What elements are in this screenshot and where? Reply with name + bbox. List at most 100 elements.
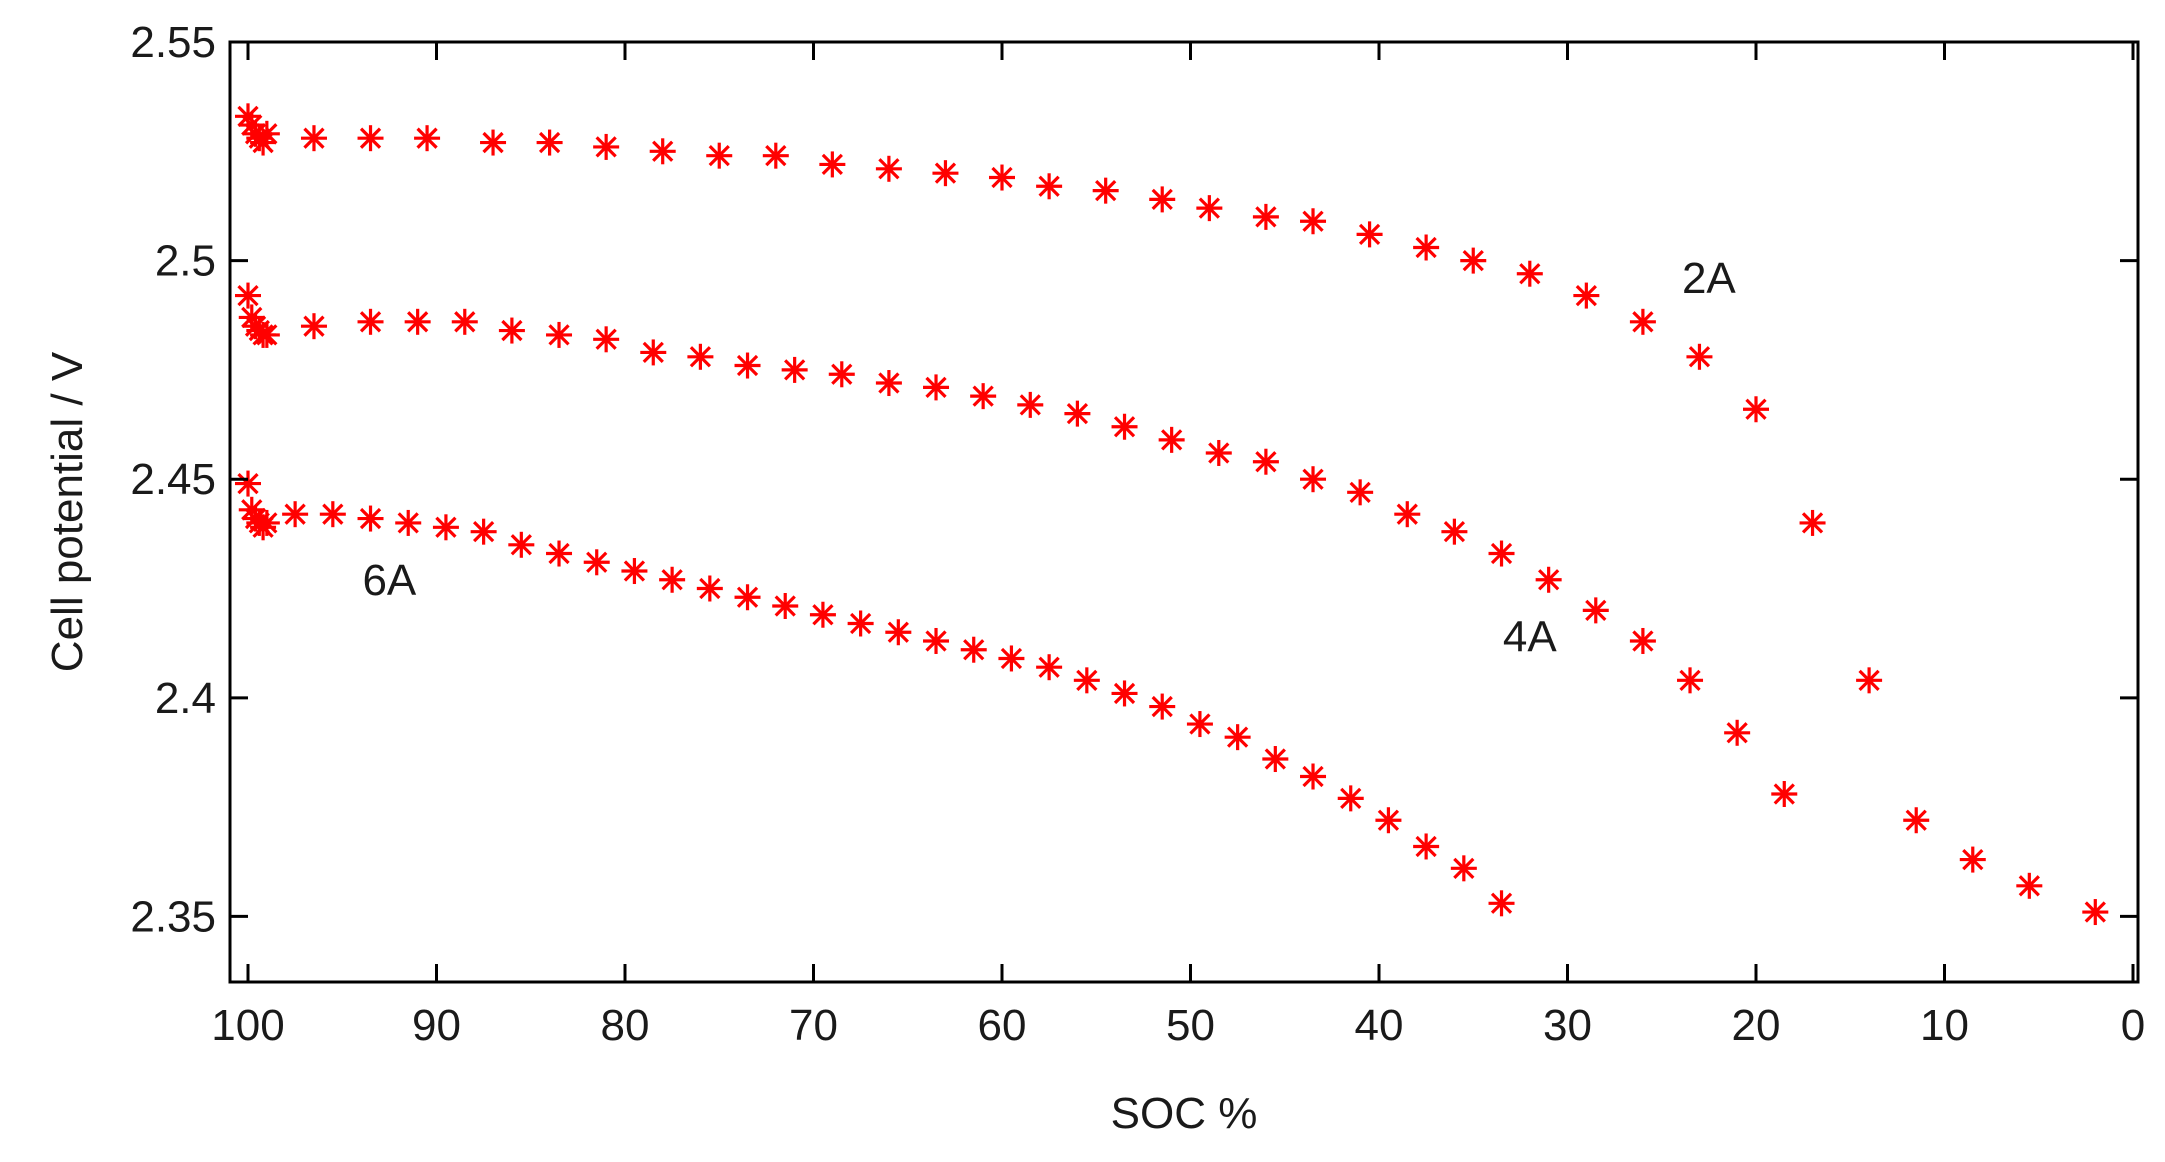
data-point — [1856, 667, 1883, 694]
data-point — [1394, 501, 1421, 528]
data-point — [300, 313, 327, 340]
y-axis: 2.35 2.4 2.45 2.5 2.55 — [130, 18, 2138, 941]
data-point — [1629, 627, 1656, 654]
data-point — [357, 125, 384, 152]
y-tick-label: 2.5 — [155, 237, 216, 286]
data-point — [1205, 439, 1232, 466]
data-point — [1300, 466, 1327, 493]
data-point — [1111, 680, 1138, 707]
data-point — [847, 610, 874, 637]
data-point — [687, 343, 714, 370]
x-tick-label: 50 — [1166, 1001, 1215, 1050]
data-point — [282, 501, 309, 528]
data-point — [1535, 566, 1562, 593]
data-point — [451, 308, 478, 335]
data-point — [536, 129, 563, 156]
x-tick-label: 80 — [601, 1001, 650, 1050]
data-point — [734, 584, 761, 611]
y-tick-label: 2.45 — [130, 455, 216, 504]
data-point — [696, 575, 723, 602]
data-point — [1413, 234, 1440, 261]
y-tick-label: 2.35 — [130, 892, 216, 941]
data-point — [235, 470, 261, 497]
data-point — [1224, 724, 1251, 751]
data-point — [1300, 208, 1327, 235]
data-point — [1799, 509, 1826, 536]
data-point — [762, 142, 789, 169]
x-axis: 100 90 80 70 60 50 40 30 20 10 0 — [211, 42, 2145, 1050]
data-point — [659, 566, 686, 593]
data-markers — [235, 103, 2109, 926]
data-point — [1149, 693, 1176, 720]
data-point — [621, 558, 648, 585]
data-point — [960, 636, 987, 663]
data-point — [253, 509, 280, 536]
data-point — [1724, 719, 1751, 746]
plot-frame — [228, 40, 2140, 984]
data-point — [546, 321, 573, 348]
data-point — [932, 160, 959, 187]
x-tick-label: 40 — [1355, 1001, 1404, 1050]
data-point — [649, 138, 676, 165]
data-point — [1347, 479, 1374, 506]
data-point — [1903, 807, 1930, 834]
data-point — [1017, 391, 1044, 418]
data-point — [235, 282, 261, 309]
data-point — [1111, 413, 1138, 440]
data-point — [1450, 855, 1477, 882]
data-point — [706, 142, 733, 169]
data-point — [734, 352, 761, 379]
data-point — [414, 125, 441, 152]
data-point — [1573, 282, 1600, 309]
data-point — [357, 308, 384, 335]
series-labels: 2A 4A 6A — [362, 254, 1736, 662]
series-2A — [235, 103, 2109, 926]
data-point — [404, 308, 431, 335]
data-point — [885, 619, 912, 646]
data-point — [989, 164, 1015, 191]
data-point — [319, 501, 346, 528]
data-point — [923, 374, 950, 401]
data-point — [480, 129, 507, 156]
data-point — [253, 120, 280, 147]
data-point — [253, 321, 280, 348]
x-tick-label: 60 — [978, 1001, 1027, 1050]
data-point — [593, 133, 620, 160]
data-point — [1629, 308, 1656, 335]
data-point — [1196, 195, 1223, 222]
data-point — [593, 326, 620, 353]
series-4A — [235, 282, 1798, 807]
data-point — [583, 549, 610, 576]
x-axis-title: SOC % — [1111, 1089, 1258, 1138]
data-point — [828, 361, 855, 388]
data-point — [772, 593, 799, 619]
series-label-2A: 2A — [1682, 254, 1736, 303]
data-point — [1686, 343, 1713, 370]
data-point — [1262, 746, 1289, 773]
data-point — [300, 125, 327, 152]
x-tick-label: 90 — [412, 1001, 461, 1050]
data-point — [781, 356, 808, 383]
data-point — [1252, 203, 1279, 230]
data-point — [1677, 667, 1704, 694]
data-point — [470, 518, 497, 545]
data-point — [819, 151, 846, 178]
data-point — [2016, 872, 2043, 899]
data-point — [1488, 890, 1515, 917]
y-axis-title: Cell potential / V — [43, 351, 92, 672]
series-6A — [235, 470, 1515, 917]
data-point — [1300, 763, 1327, 790]
data-point — [1337, 785, 1364, 812]
data-point — [357, 505, 384, 532]
data-point — [1516, 260, 1543, 287]
data-point — [1743, 396, 1769, 423]
data-point — [1158, 426, 1185, 453]
data-point — [1092, 177, 1119, 204]
data-point — [1036, 173, 1063, 200]
y-tick-label: 2.55 — [130, 18, 216, 67]
data-point — [1064, 400, 1091, 427]
data-point — [1959, 846, 1986, 873]
data-point — [546, 540, 573, 567]
